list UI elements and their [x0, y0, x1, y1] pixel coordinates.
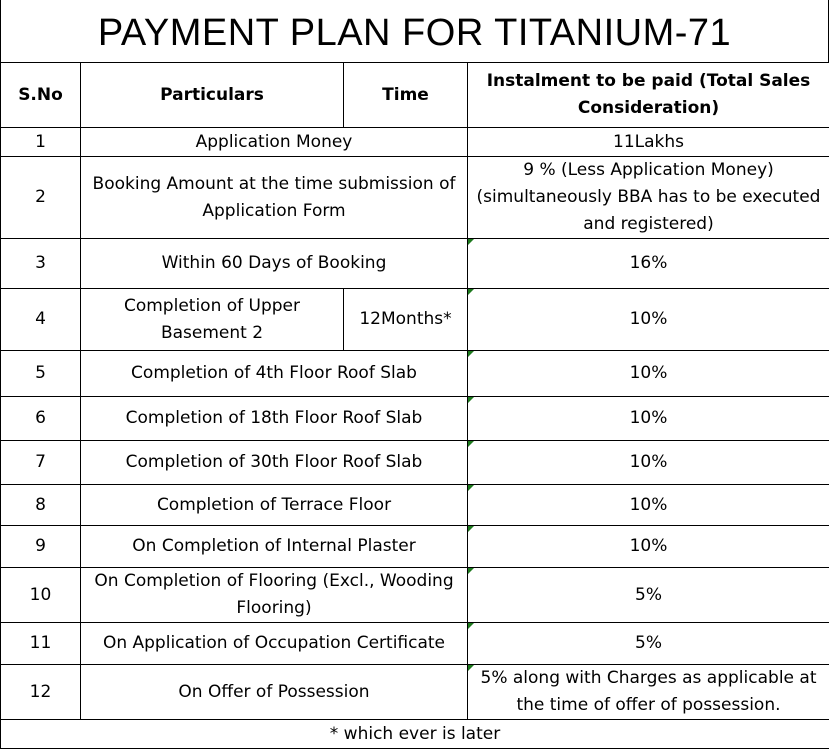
sno-cell: 9	[1, 526, 81, 568]
particulars-cell: Completion of 4th Floor Roof Slab	[81, 351, 468, 397]
particulars-cell: On Completion of Flooring (Excl., Woodin…	[81, 568, 468, 623]
header-time: Time	[344, 63, 468, 128]
particulars-cell: Completion of 18th Floor Roof Slab	[81, 397, 468, 441]
particulars-cell: Completion of 30th Floor Roof Slab	[81, 441, 468, 485]
instalment-text: 10%	[630, 309, 668, 329]
particulars-cell: On Completion of Internal Plaster	[81, 526, 468, 568]
instalment-cell: 10%	[468, 351, 829, 397]
particulars-cell: On Application of Occupation Certificate	[81, 623, 468, 665]
particulars-cell: Application Money	[81, 128, 468, 157]
sno-cell: 10	[1, 568, 81, 623]
instalment-cell: 10%	[468, 397, 829, 441]
comment-marker-icon	[468, 397, 474, 403]
instalment-cell: 5%	[468, 623, 829, 665]
instalment-cell: 11Lakhs	[468, 128, 829, 157]
instalment-text: 10%	[630, 452, 668, 472]
comment-marker-icon	[468, 289, 474, 295]
comment-marker-icon	[468, 239, 474, 245]
comment-marker-icon	[468, 526, 474, 532]
sno-cell: 4	[1, 289, 81, 351]
particulars-cell: Booking Amount at the time submission of…	[81, 157, 468, 239]
instalment-cell: 5%	[468, 568, 829, 623]
instalment-cell: 10%	[468, 485, 829, 526]
sno-cell: 11	[1, 623, 81, 665]
instalment-text: 10%	[630, 363, 668, 383]
comment-marker-icon	[468, 441, 474, 447]
comment-marker-icon	[468, 623, 474, 629]
instalment-cell: 16%	[468, 239, 829, 289]
instalment-cell: 10%	[468, 289, 829, 351]
comment-marker-icon	[468, 665, 474, 671]
sno-cell: 7	[1, 441, 81, 485]
sno-cell: 6	[1, 397, 81, 441]
page-title: PAYMENT PLAN FOR TITANIUM-71	[0, 0, 829, 62]
instalment-text: 10%	[630, 495, 668, 515]
header-instalment: Instalment to be paid (Total Sales Consi…	[468, 63, 829, 128]
time-cell: 12Months*	[344, 289, 468, 351]
instalment-text: 10%	[630, 408, 668, 428]
instalment-cell: 9 % (Less Application Money)(simultaneou…	[468, 157, 829, 239]
instalment-text: 5%	[635, 585, 662, 605]
particulars-cell: Completion of Upper Basement 2	[81, 289, 344, 351]
sno-cell: 1	[1, 128, 81, 157]
particulars-cell: Within 60 Days of Booking	[81, 239, 468, 289]
sno-cell: 8	[1, 485, 81, 526]
sno-cell: 2	[1, 157, 81, 239]
sno-cell: 5	[1, 351, 81, 397]
comment-marker-icon	[468, 485, 474, 491]
header-particulars: Particulars	[81, 63, 344, 128]
instalment-text: 5%	[635, 633, 662, 653]
instalment-text: 16%	[630, 253, 668, 273]
instalment-text: 9 % (Less Application Money)(simultaneou…	[477, 160, 821, 234]
instalment-text: 11Lakhs	[613, 132, 684, 152]
footnote: * which ever is later	[1, 720, 829, 749]
comment-marker-icon	[468, 351, 474, 357]
payment-plan-table: S.No Particulars Time Instalment to be p…	[0, 62, 829, 749]
header-sno: S.No	[1, 63, 81, 128]
instalment-cell: 10%	[468, 526, 829, 568]
sno-cell: 12	[1, 665, 81, 720]
sno-cell: 3	[1, 239, 81, 289]
instalment-cell: 10%	[468, 441, 829, 485]
particulars-cell: Completion of Terrace Floor	[81, 485, 468, 526]
instalment-text: 5% along with Charges as applicable at t…	[481, 668, 817, 715]
header-row: S.No Particulars Time Instalment to be p…	[1, 63, 829, 128]
comment-marker-icon	[468, 568, 474, 574]
particulars-cell: On Offer of Possession	[81, 665, 468, 720]
instalment-cell: 5% along with Charges as applicable at t…	[468, 665, 829, 720]
instalment-text: 10%	[630, 536, 668, 556]
